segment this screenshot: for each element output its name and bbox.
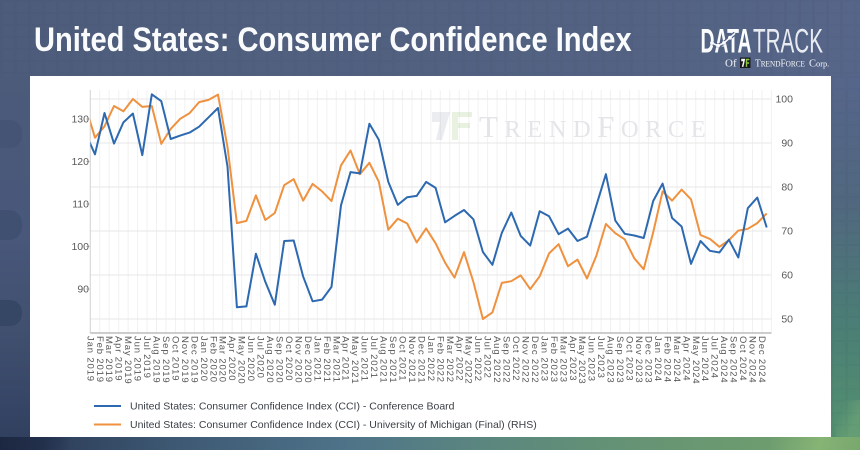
svg-text:Aug 2019: Aug 2019 [151,336,162,383]
svg-text:Aug 2020: Aug 2020 [264,336,275,383]
svg-text:Jun 2023: Jun 2023 [586,336,597,382]
svg-text:120: 120 [71,156,89,168]
svg-text:60: 60 [781,270,793,282]
svg-text:TRENDFORCE: TRENDFORCE [755,58,805,70]
svg-text:Oct 2024: Oct 2024 [737,336,748,381]
svg-text:Mar 2024: Mar 2024 [671,336,682,383]
svg-text:Oct 2021: Oct 2021 [397,336,408,381]
svg-text:Sep 2020: Sep 2020 [274,336,285,383]
svg-text:90: 90 [781,138,793,150]
svg-text:Dec 2019: Dec 2019 [188,336,199,383]
svg-text:Aug 2024: Aug 2024 [718,336,729,383]
svg-text:Mar 2022: Mar 2022 [444,336,455,383]
svg-text:Jun 2022: Jun 2022 [472,336,483,382]
svg-text:Sep 2022: Sep 2022 [501,336,512,383]
svg-text:130: 130 [71,114,89,126]
svg-text:Oct 2020: Oct 2020 [283,336,294,381]
svg-text:Nov 2020: Nov 2020 [292,336,303,383]
svg-text:Feb 2021: Feb 2021 [321,336,332,383]
svg-text:Nov 2024: Nov 2024 [747,336,758,383]
svg-text:80: 80 [781,182,793,194]
svg-text:Jun 2024: Jun 2024 [699,336,710,382]
svg-text:May 2022: May 2022 [463,336,474,385]
svg-text:Feb 2019: Feb 2019 [94,336,105,383]
svg-text:Oct 2023: Oct 2023 [624,336,635,381]
svg-text:Feb 2023: Feb 2023 [548,336,559,383]
svg-text:Dec 2022: Dec 2022 [529,336,540,383]
svg-text:Dec 2020: Dec 2020 [302,336,313,383]
svg-text:United States: Consumer Confid: United States: Consumer Confidence Index… [130,401,455,413]
svg-text:Sep 2019: Sep 2019 [160,336,171,383]
svg-text:Jul 2020: Jul 2020 [255,336,266,379]
svg-text:Sep 2021: Sep 2021 [387,336,398,383]
svg-text:100: 100 [775,94,793,106]
svg-text:Dec 2024: Dec 2024 [756,336,767,383]
svg-text:Apr 2021: Apr 2021 [340,336,351,381]
svg-text:Jun 2021: Jun 2021 [359,336,370,382]
svg-text:Jan 2019: Jan 2019 [84,336,95,382]
svg-text:Apr 2020: Apr 2020 [226,336,237,381]
svg-text:May 2021: May 2021 [349,336,360,385]
svg-text:Jan 2023: Jan 2023 [538,336,549,382]
svg-text:100: 100 [71,241,89,253]
svg-text:Nov 2023: Nov 2023 [633,336,644,383]
svg-text:Apr 2022: Apr 2022 [453,336,464,381]
svg-text:Nov 2019: Nov 2019 [179,336,190,383]
svg-text:May 2020: May 2020 [236,336,247,385]
svg-text:Aug 2023: Aug 2023 [605,336,616,383]
svg-text:Dec 2023: Dec 2023 [643,336,654,383]
svg-text:70: 70 [781,226,793,238]
svg-text:Jul 2021: Jul 2021 [368,336,379,379]
svg-text:TRACK: TRACK [753,22,823,60]
svg-text:Apr 2019: Apr 2019 [113,336,124,381]
svg-text:Sep 2024: Sep 2024 [728,336,739,383]
svg-text:Feb 2024: Feb 2024 [661,336,672,383]
svg-text:Jul 2023: Jul 2023 [595,336,606,379]
svg-text:Jun 2020: Jun 2020 [245,336,256,382]
svg-text:Of: Of [725,58,737,70]
svg-text:United States: Consumer Confid: United States: Consumer Confidence Index… [130,419,537,431]
svg-text:Jan 2022: Jan 2022 [425,336,436,382]
svg-text:Aug 2022: Aug 2022 [491,336,502,383]
svg-text:Feb 2020: Feb 2020 [207,336,218,383]
svg-text:Mar 2019: Mar 2019 [103,336,114,383]
svg-text:Aug 2021: Aug 2021 [378,336,389,383]
svg-text:Dec 2021: Dec 2021 [415,336,426,383]
svg-text:May 2019: May 2019 [122,336,133,385]
svg-text:Jul 2019: Jul 2019 [141,336,152,379]
svg-text:Nov 2021: Nov 2021 [406,336,417,383]
svg-text:Jul 2022: Jul 2022 [482,336,493,379]
svg-text:Sep 2023: Sep 2023 [614,336,625,383]
svg-text:Oct 2022: Oct 2022 [510,336,521,381]
svg-text:Jan 2020: Jan 2020 [198,336,209,382]
svg-text:90: 90 [77,284,89,296]
svg-text:May 2023: May 2023 [576,336,587,385]
svg-text:Corp.: Corp. [809,59,829,70]
svg-text:Jan 2021: Jan 2021 [311,336,322,382]
svg-text:110: 110 [72,199,89,211]
svg-text:Feb 2022: Feb 2022 [434,336,445,383]
svg-text:Jul 2024: Jul 2024 [709,336,720,379]
svg-text:May 2024: May 2024 [690,336,701,385]
svg-text:Mar 2023: Mar 2023 [557,336,568,383]
svg-text:Jun 2019: Jun 2019 [132,336,143,382]
svg-text:Mar 2021: Mar 2021 [330,336,341,383]
svg-text:Apr 2024: Apr 2024 [680,336,691,381]
svg-text:Apr 2023: Apr 2023 [567,336,578,381]
svg-text:Jan 2024: Jan 2024 [652,336,663,382]
svg-text:Mar 2020: Mar 2020 [217,336,228,383]
svg-text:Oct 2019: Oct 2019 [169,336,180,381]
svg-text:50: 50 [781,314,793,326]
svg-text:Nov 2022: Nov 2022 [520,336,531,383]
